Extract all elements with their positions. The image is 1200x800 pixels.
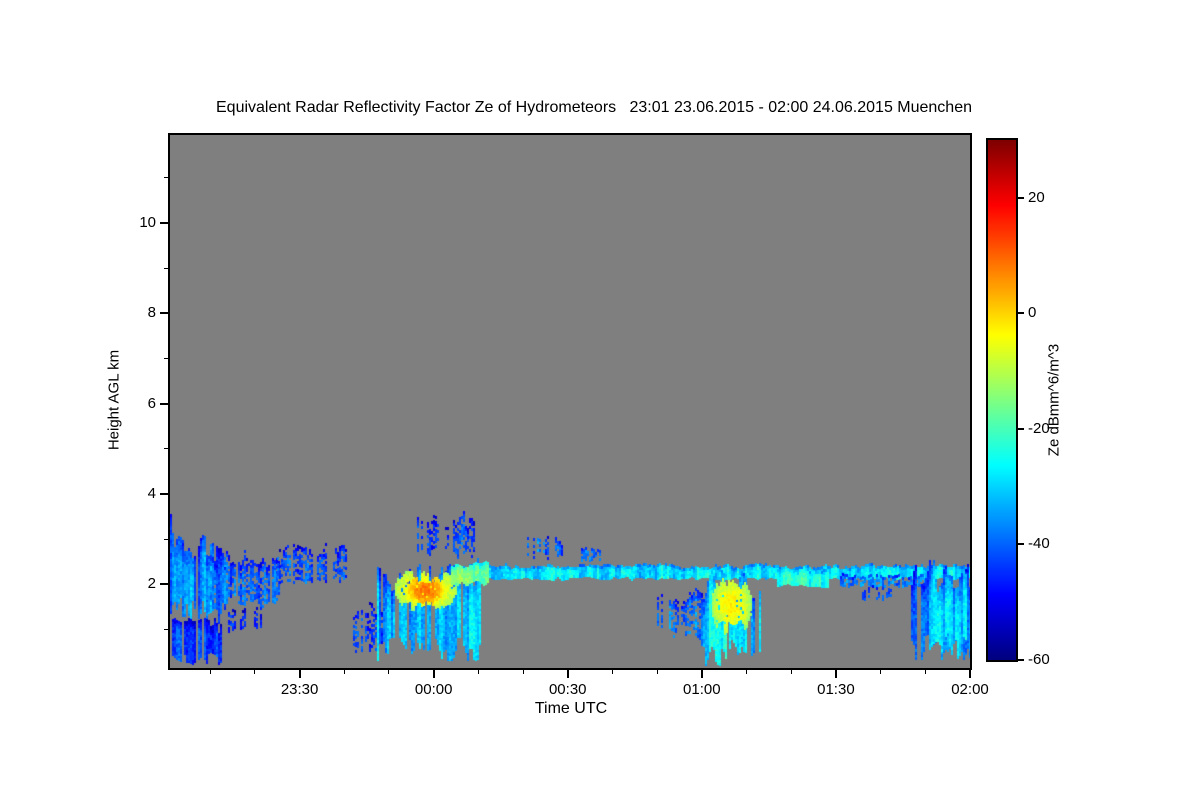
x-axis-tick-label: 02:00	[951, 681, 989, 698]
x-axis-minor-tick	[343, 670, 345, 674]
x-axis-major-tick	[969, 670, 971, 678]
y-axis-tick-label: 6	[147, 394, 156, 412]
y-axis-major-tick	[160, 583, 168, 586]
y-axis-major-tick	[160, 402, 168, 405]
x-axis-tick-label: 01:30	[817, 681, 855, 698]
y-axis-tick-label: 4	[147, 485, 156, 503]
chart-title: Equivalent Radar Reflectivity Factor Ze …	[216, 99, 972, 116]
x-axis-minor-tick	[388, 670, 390, 674]
reflectivity-heatmap-canvas	[170, 135, 970, 668]
x-axis-minor-tick	[254, 670, 256, 674]
x-axis-minor-tick	[611, 670, 613, 674]
x-axis-major-tick	[834, 670, 837, 678]
colorbar-tick-label: -40	[1028, 535, 1050, 553]
x-axis-major-tick	[298, 670, 301, 678]
colorbar-tick	[1018, 312, 1024, 315]
y-axis-major-tick	[160, 222, 168, 225]
colorbar-label: Ze dBmm^6/m^3	[1045, 343, 1063, 457]
x-axis-minor-tick	[880, 670, 882, 674]
y-axis-label: Height AGL km	[105, 349, 123, 451]
x-axis-tick-label: 23:30	[280, 681, 319, 698]
colorbar-gradient-canvas	[988, 140, 1016, 660]
colorbar-tick	[1018, 659, 1024, 661]
colorbar-tick-label: 0	[1028, 304, 1037, 322]
y-axis-tick-label: 8	[147, 304, 156, 322]
x-axis-major-tick	[566, 670, 569, 678]
colorbar-tick-label: -60	[1028, 651, 1050, 668]
x-axis-minor-tick	[746, 670, 748, 674]
x-axis-minor-tick	[656, 670, 658, 674]
x-axis-minor-tick	[924, 670, 926, 674]
x-axis-minor-tick	[209, 670, 211, 674]
y-axis-tick-label: 10	[139, 214, 156, 232]
x-axis-minor-tick	[477, 670, 479, 674]
colorbar-frame	[986, 138, 1018, 662]
plot-frame	[168, 133, 972, 670]
x-axis-tick-label: 00:30	[548, 681, 587, 698]
x-axis-major-tick	[432, 670, 435, 678]
colorbar-tick	[1018, 427, 1024, 430]
x-axis-label: Time UTC	[534, 700, 608, 717]
colorbar-tick	[1018, 543, 1024, 546]
x-axis-major-tick	[700, 670, 703, 678]
y-axis-tick-label: 2	[147, 575, 156, 593]
colorbar-tick	[1018, 196, 1024, 199]
x-axis-tick-label: 00:00	[414, 681, 453, 698]
y-axis-major-tick	[160, 312, 168, 315]
y-axis-major-tick	[160, 493, 168, 496]
x-axis-tick-label: 01:00	[683, 681, 721, 698]
x-axis-minor-tick	[790, 670, 792, 674]
colorbar-tick-label: 20	[1028, 188, 1045, 206]
x-axis-minor-tick	[522, 670, 524, 674]
